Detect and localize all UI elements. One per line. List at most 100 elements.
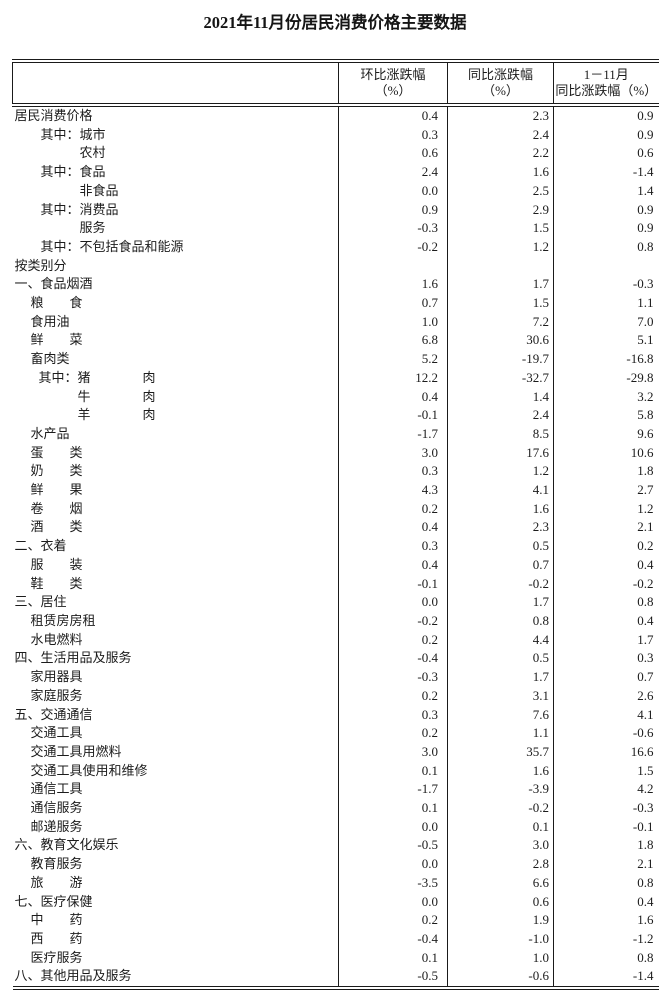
cell-ytd: 0.2 <box>553 537 659 556</box>
cell-ytd: 7.0 <box>553 312 659 332</box>
cell-yoy: 2.4 <box>447 125 554 145</box>
cell-ytd: 0.3 <box>553 649 659 669</box>
cell-yoy: -0.6 <box>447 967 554 989</box>
cell-yoy: 7.6 <box>447 705 554 725</box>
cell-ytd: -16.8 <box>553 350 659 369</box>
row-label: 羊 肉 <box>77 407 156 423</box>
header-yoy-line2: （%） <box>482 83 519 98</box>
table-row: 其中：不包括食品和能源 -0.2 1.2 0.8 <box>13 237 659 257</box>
row-label: 蛋 类 <box>30 444 83 460</box>
cell-yoy: 1.1 <box>447 724 554 743</box>
table-row: 交通工具 0.2 1.1 -0.6 <box>13 724 659 743</box>
header-label-column <box>12 61 339 107</box>
header-ytd-line2: 同比涨跌幅（%） <box>555 83 658 98</box>
table-row: 六、教育文化娱乐 -0.5 3.0 1.8 <box>13 836 659 856</box>
row-label: 四、生活用品及服务 <box>14 650 132 666</box>
cell-mom: 0.0 <box>338 892 448 912</box>
table-row: 畜肉类 5.2 -19.7 -16.8 <box>13 350 659 369</box>
cell-mom: 0.2 <box>338 686 448 706</box>
row-label: 粮 食 <box>30 295 83 311</box>
row-label: 家庭服务 <box>30 687 83 703</box>
cell-ytd: -0.2 <box>553 574 659 594</box>
cell-ytd: 1.2 <box>553 499 659 519</box>
header-mom-line1: 环比涨跌幅 <box>360 67 426 82</box>
table-row: 鲜 果 4.3 4.1 2.7 <box>13 481 659 500</box>
table-row: 水电燃料 0.2 4.4 1.7 <box>13 630 659 650</box>
cell-mom: 0.0 <box>338 855 448 874</box>
cell-ytd: 1.8 <box>553 836 659 856</box>
cell-ytd: -0.3 <box>553 799 659 818</box>
cell-ytd: 0.8 <box>553 237 659 257</box>
table-row: 五、交通通信 0.3 7.6 4.1 <box>13 705 659 725</box>
cell-yoy: 6.6 <box>447 873 554 893</box>
cell-ytd: 1.7 <box>553 630 659 650</box>
cell-ytd: 1.6 <box>553 911 659 930</box>
row-label: 八、其他用品及服务 <box>14 968 132 984</box>
table-row: 按类别分 <box>13 256 659 276</box>
row-label: 酒 类 <box>30 519 83 535</box>
cell-yoy: 2.2 <box>447 144 554 164</box>
row-label: 租赁房房租 <box>30 612 96 628</box>
cell-mom: 0.0 <box>338 181 448 201</box>
cell-ytd: -1.4 <box>553 163 659 182</box>
row-label: 畜肉类 <box>30 351 70 367</box>
cell-mom: 0.4 <box>338 518 448 538</box>
table-row: 奶 类 0.3 1.2 1.8 <box>13 462 659 482</box>
table-row: 其中：猪 肉 12.2 -32.7 -29.8 <box>13 368 659 388</box>
cell-mom: 0.1 <box>338 799 448 818</box>
row-label: 奶 类 <box>30 463 83 479</box>
cell-mom: -0.3 <box>338 219 448 238</box>
cell-ytd: 0.4 <box>553 555 659 575</box>
cell-yoy: 1.0 <box>447 948 554 968</box>
table-row: 七、医疗保健 0.0 0.6 0.4 <box>13 892 659 912</box>
row-label: 中 药 <box>30 912 83 928</box>
header-mom: 环比涨跌幅 （%） <box>338 61 448 107</box>
cell-ytd: 1.5 <box>553 761 659 781</box>
cell-mom: 0.1 <box>338 948 448 968</box>
table-body: 居民消费价格 0.4 2.3 0.9 其中：城市 0.3 2.4 0.9 农村 0.6 2.2 0.6… <box>13 105 659 989</box>
cell-mom: 0.6 <box>338 144 448 164</box>
cell-yoy: -1.0 <box>447 929 554 949</box>
cell-ytd: 4.1 <box>553 705 659 725</box>
row-label: 水产品 <box>30 425 70 441</box>
cell-yoy: 35.7 <box>447 742 554 762</box>
table-row: 八、其他用品及服务 -0.5 -0.6 -1.4 <box>13 967 659 989</box>
table-row: 家用器具 -0.3 1.7 0.7 <box>13 668 659 687</box>
cpi-table: 环比涨跌幅 （%） 同比涨跌幅 （%） 1－11月 同比涨跌幅（%） 居民消费价… <box>12 59 659 991</box>
cell-yoy: 1.6 <box>447 761 554 781</box>
cell-mom: 0.2 <box>338 911 448 930</box>
cell-yoy: -0.2 <box>447 574 554 594</box>
row-label: 居民消费价格 <box>14 108 93 123</box>
table-row: 西 药 -0.4 -1.0 -1.2 <box>13 929 659 949</box>
cell-mom: -1.7 <box>338 780 448 800</box>
cell-mom: 12.2 <box>338 368 448 388</box>
cell-yoy: -0.2 <box>447 799 554 818</box>
cell-yoy: 1.7 <box>447 668 554 687</box>
row-label: 七、医疗保健 <box>14 893 93 909</box>
row-label: 按类别分 <box>14 257 67 273</box>
table-row: 服 装 0.4 0.7 0.4 <box>13 555 659 575</box>
cell-ytd: -0.3 <box>553 275 659 295</box>
cell-ytd: 0.7 <box>553 668 659 687</box>
cell-mom: 1.0 <box>338 312 448 332</box>
table-row: 租赁房房租 -0.2 0.8 0.4 <box>13 611 659 631</box>
table-row: 其中：食品 2.4 1.6 -1.4 <box>13 163 659 182</box>
cell-yoy: -3.9 <box>447 780 554 800</box>
cell-mom: -0.2 <box>338 611 448 631</box>
cell-mom: 6.8 <box>338 331 448 351</box>
table-row: 中 药 0.2 1.9 1.6 <box>13 911 659 930</box>
row-label: 卷 烟 <box>30 500 83 516</box>
cell-mom <box>338 256 448 276</box>
row-label: 二、衣着 <box>14 538 67 554</box>
cell-ytd: 9.6 <box>553 424 659 444</box>
cell-mom: 0.3 <box>338 537 448 556</box>
row-label: 一、食品烟酒 <box>14 276 93 292</box>
row-label: 食用油 <box>30 313 70 329</box>
row-label: 交通工具 <box>30 725 83 741</box>
cell-mom: 5.2 <box>338 350 448 369</box>
cell-mom: 0.4 <box>338 105 448 126</box>
row-label: 服 装 <box>30 556 83 572</box>
table-row: 四、生活用品及服务 -0.4 0.5 0.3 <box>13 649 659 669</box>
cell-yoy: 7.2 <box>447 312 554 332</box>
table-row: 农村 0.6 2.2 0.6 <box>13 144 659 164</box>
